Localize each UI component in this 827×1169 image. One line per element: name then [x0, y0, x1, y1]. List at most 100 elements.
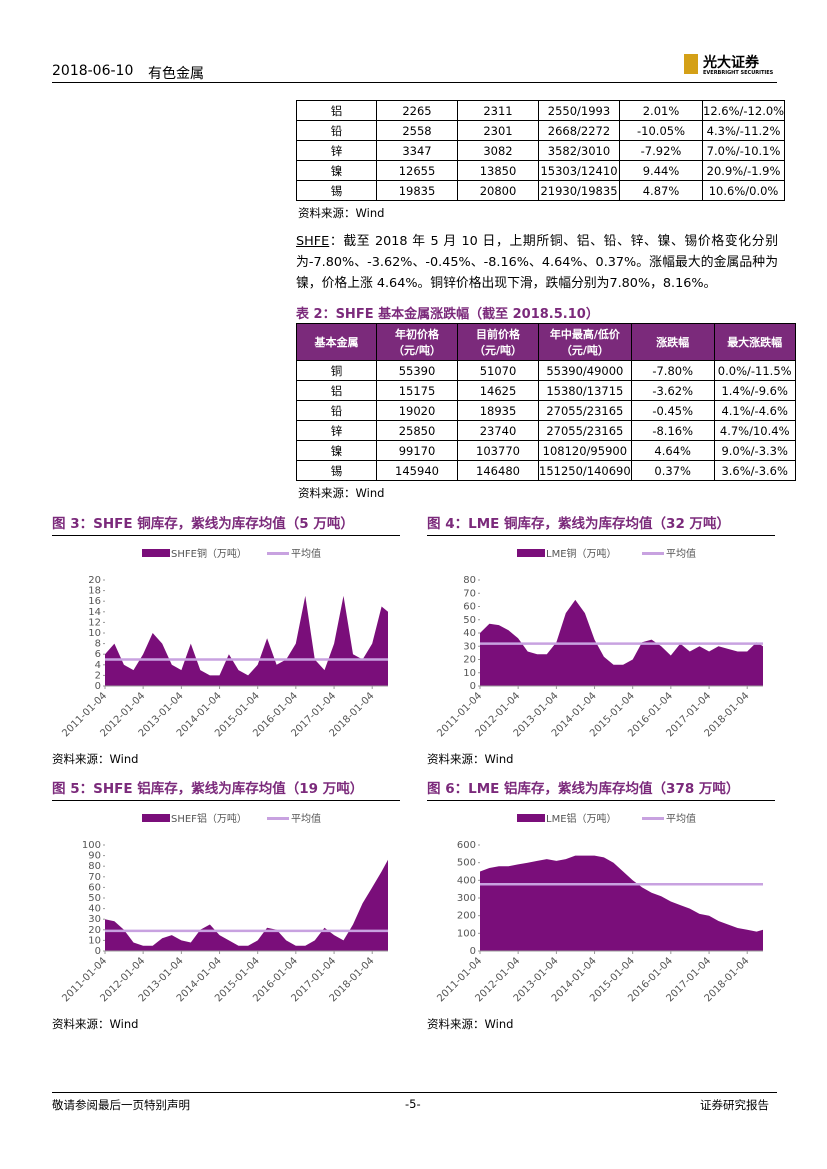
chart: 010203040506070802011-01-042012-01-04201…: [435, 547, 763, 739]
table-cell: 18935: [457, 400, 539, 421]
header-cell: 年初价格 （元/吨）: [376, 323, 458, 361]
y-tick-label: 60: [463, 602, 476, 613]
y-tick-label: 600: [457, 840, 476, 851]
area: [480, 599, 763, 686]
chart: 01002003004005006002011-01-042012-01-042…: [435, 812, 763, 1004]
table-cell: 9.0%/-3.3%: [713, 440, 796, 461]
y-tick-label: 20: [88, 925, 101, 936]
table-cell: 10.6%/0.0%: [701, 180, 786, 201]
header-section: 有色金属: [148, 66, 204, 82]
y-tick-label: 18: [88, 586, 101, 597]
table-cell: 铅: [296, 120, 377, 141]
table-cell: 151250/140690: [538, 460, 632, 481]
chart-title: 图 4：LME 铜库存，紫线为库存均值（32 万吨）: [427, 512, 775, 536]
area: [480, 855, 763, 951]
header-cell: 基本金属: [296, 323, 377, 361]
table-cell: 铝: [296, 380, 377, 401]
table-cell: 铝: [296, 100, 377, 121]
table-row: 铝 2265 2311 2550/1993 2.01% 12.6%/-12.0%: [296, 100, 786, 121]
legend-label: 平均值: [666, 812, 696, 825]
y-tick-label: 70: [463, 588, 476, 599]
table-cell: 2668/2272: [538, 120, 620, 141]
y-tick-label: 400: [457, 875, 476, 886]
header-cell: 年中最高/低价 （元/吨）: [538, 323, 632, 361]
paragraph: SHFE：截至 2018 年 5 月 10 日，上期所铜、铝、铅、锌、镍、锡价格…: [296, 231, 778, 294]
table-cell: 铅: [296, 400, 377, 421]
legend-label: 平均值: [291, 547, 321, 560]
area: [105, 595, 388, 686]
table-cell: -8.16%: [630, 420, 715, 441]
y-tick-label: 10: [88, 935, 101, 946]
legend-swatch: [517, 814, 545, 822]
footer-center: -5-: [405, 1097, 421, 1111]
y-tick-label: 10: [88, 628, 101, 639]
footer-rule: [52, 1092, 777, 1093]
y-tick-label: 4: [95, 660, 101, 671]
table-cell: 2265: [376, 100, 458, 121]
table-row: 锡 19835 20800 21930/19835 4.87% 10.6%/0.0%: [296, 180, 786, 201]
y-tick-label: 80: [88, 861, 101, 872]
table-cell: -0.45%: [630, 400, 715, 421]
y-tick-label: 0: [470, 946, 476, 957]
y-tick-label: 50: [88, 893, 101, 904]
y-tick-label: 10: [463, 668, 476, 679]
table-row: 锡 145940 146480 151250/140690 0.37% 3.6%/-3.6…: [296, 460, 796, 481]
table-cell: 99170: [376, 440, 458, 461]
y-tick-label: 20: [88, 575, 101, 586]
table-cell: 4.87%: [619, 180, 703, 201]
logo-icon: [684, 54, 698, 74]
legend-swatch: [517, 549, 545, 557]
table-1: 铝 2265 2311 2550/1993 2.01% 12.6%/-12.0% 铅 2558…: [296, 100, 786, 201]
chart: 01020304050607080901002011-01-042012-01-…: [60, 812, 388, 1004]
table-cell: 4.1%/-4.6%: [713, 400, 796, 421]
footer-left: 敬请参阅最后一页特别声明: [52, 1098, 190, 1112]
table-row: 铜 55390 51070 55390/49000 -7.80% 0.0%/-11.5%: [296, 360, 796, 381]
y-tick-label: 14: [88, 607, 101, 618]
legend-label: SHFE铜（万吨）: [171, 547, 247, 560]
y-tick-label: 300: [457, 893, 476, 904]
table-cell: 145940: [376, 460, 458, 481]
table-cell: 25850: [376, 420, 458, 441]
table-cell: 4.64%: [630, 440, 715, 461]
paragraph-body: ：截至 2018 年 5 月 10 日，上期所铜、铝、铅、锌、镍、锡价格变化分别…: [296, 234, 778, 291]
table-cell: -7.80%: [630, 360, 715, 381]
source: 资料来源：Wind: [298, 486, 385, 500]
legend-swatch: [142, 814, 170, 822]
legend-swatch: [267, 817, 289, 820]
legend-label: SHEF铝（万吨）: [171, 812, 247, 825]
y-tick-label: 30: [463, 641, 476, 652]
legend-swatch: [142, 549, 170, 557]
table-cell: 4.7%/10.4%: [713, 420, 796, 441]
table-cell: 锡: [296, 180, 377, 201]
source: 资料来源：Wind: [427, 1017, 514, 1031]
table-cell: 12.6%/-12.0%: [701, 100, 786, 121]
chart-title: 图 6：LME 铝库存，紫线为库存均值（378 万吨）: [427, 777, 775, 801]
chart-title: 图 5：SHFE 铝库存，紫线为库存均值（19 万吨）: [52, 777, 400, 801]
y-tick-label: 60: [88, 882, 101, 893]
table-cell: 55390: [376, 360, 458, 381]
table-cell: 镍: [296, 440, 377, 461]
table-cell: 3.6%/-3.6%: [713, 460, 796, 481]
table-cell: 锡: [296, 460, 377, 481]
table-cell: 15303/12410: [538, 160, 620, 181]
y-tick-label: 90: [88, 851, 101, 862]
table-cell: 27055/23165: [538, 420, 632, 441]
table-cell: 108120/95900: [538, 440, 632, 461]
table-row: 铝 15175 14625 15380/13715 -3.62% 1.4%/-9.6%: [296, 380, 796, 401]
table-cell: 15175: [376, 380, 458, 401]
source: 资料来源：Wind: [52, 1017, 139, 1031]
y-tick-label: 8: [95, 639, 101, 650]
table-title: 表 2：SHFE 基本金属涨跌幅（截至 2018.5.10）: [296, 307, 599, 322]
table-row: 锌 25850 23740 27055/23165 -8.16% 4.7%/10.4%: [296, 420, 796, 441]
table-cell: 103770: [457, 440, 539, 461]
footer-right: 证券研究报告: [700, 1098, 769, 1112]
source: 资料来源：Wind: [298, 206, 385, 220]
table-cell: 4.3%/-11.2%: [701, 120, 786, 141]
table-cell: 锌: [296, 140, 377, 161]
header-rule: [52, 82, 777, 83]
legend-label: LME铜（万吨）: [546, 547, 617, 560]
table-cell: 1.4%/-9.6%: [713, 380, 796, 401]
y-tick-label: 0: [95, 681, 101, 692]
table-cell: -7.92%: [619, 140, 703, 161]
